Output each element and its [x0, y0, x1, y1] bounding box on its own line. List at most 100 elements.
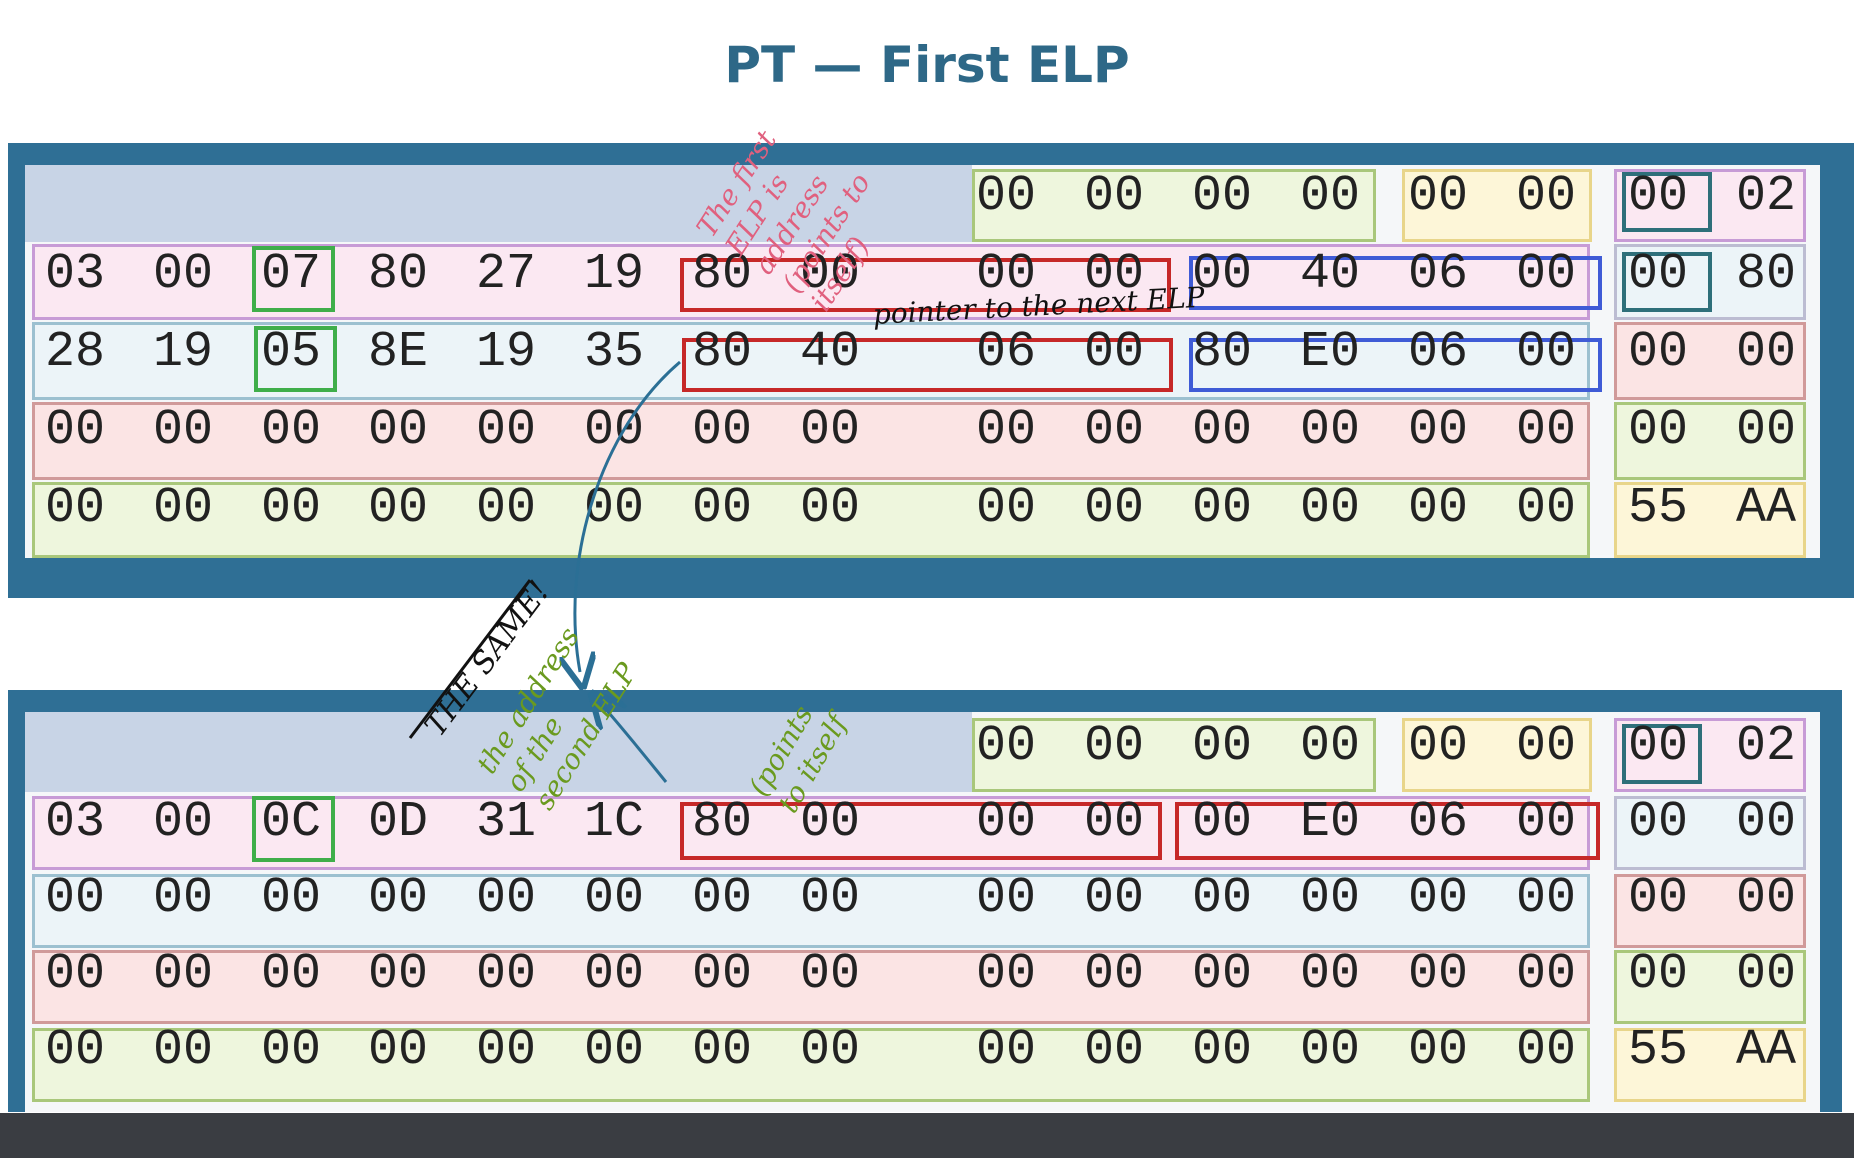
hex-byte: 00: [152, 794, 213, 851]
hex-byte: 19: [583, 246, 644, 303]
unused-area: [25, 165, 972, 242]
hex-byte: 00: [1299, 168, 1360, 225]
hex-byte: 02: [1735, 168, 1796, 225]
hex-byte: 00: [583, 1022, 644, 1079]
hex-byte: 00: [691, 402, 752, 459]
hex-byte: 00: [44, 402, 105, 459]
hex-byte: 00: [1627, 402, 1688, 459]
hex-byte: 00: [1627, 870, 1688, 927]
hex-byte: 00: [1299, 946, 1360, 1003]
hex-byte: 02: [1735, 718, 1796, 775]
hex-byte: 00: [1407, 718, 1468, 775]
hex-byte: 00: [1627, 718, 1688, 775]
row-band: [1614, 322, 1806, 400]
row-band: [32, 322, 1590, 400]
hex-byte: 0D: [367, 794, 428, 851]
hex-byte: 00: [1299, 870, 1360, 927]
hex-byte: 00: [1299, 402, 1360, 459]
hex-byte: 00: [1083, 794, 1144, 851]
row-band: [32, 874, 1590, 948]
highlight-box: [682, 338, 1173, 392]
hex-byte: 00: [367, 946, 428, 1003]
hex-byte: 00: [367, 402, 428, 459]
hex-byte: 00: [691, 946, 752, 1003]
hex-byte: 00: [1627, 946, 1688, 1003]
hex-byte: 00: [475, 402, 536, 459]
hex-byte: 03: [44, 794, 105, 851]
hex-byte: 00: [152, 480, 213, 537]
hex-byte: 00: [975, 718, 1036, 775]
header-band: [1402, 169, 1592, 242]
hex-byte: 19: [152, 324, 213, 381]
hex-byte: 00: [799, 246, 860, 303]
row-band: [32, 402, 1590, 480]
hex-byte: 00: [1083, 168, 1144, 225]
hex-byte: E0: [1299, 324, 1360, 381]
hex-byte: 00: [44, 1022, 105, 1079]
highlight-box: [680, 258, 1171, 312]
hex-byte: 35: [583, 324, 644, 381]
hex-byte: 00: [799, 794, 860, 851]
hex-byte: 80: [367, 246, 428, 303]
hex-byte: 00: [475, 946, 536, 1003]
hex-byte: 00: [975, 480, 1036, 537]
highlight-box: [1189, 338, 1602, 392]
highlight-box: [1622, 724, 1702, 784]
hex-byte: 00: [1191, 480, 1252, 537]
hex-byte: 00: [1083, 1022, 1144, 1079]
hex-byte: 00: [260, 870, 321, 927]
hex-byte: 06: [1407, 324, 1468, 381]
hex-byte: 19: [475, 324, 536, 381]
highlight-box: [254, 326, 337, 392]
row-band: [1614, 950, 1806, 1024]
hex-byte: 00: [152, 946, 213, 1003]
hex-byte: AA: [1735, 1022, 1796, 1079]
hex-byte: 00: [1191, 946, 1252, 1003]
hex-byte: 00: [799, 870, 860, 927]
hex-byte: 00: [1735, 324, 1796, 381]
hex-byte: 00: [475, 870, 536, 927]
hex-byte: 00: [1299, 718, 1360, 775]
highlight-box: [1622, 252, 1712, 312]
hex-byte: 00: [1191, 1022, 1252, 1079]
hex-byte: 00: [975, 168, 1036, 225]
hex-byte: 00: [152, 246, 213, 303]
hex-byte: 00: [1627, 794, 1688, 851]
hex-byte: 00: [1515, 946, 1576, 1003]
row-band: [1614, 402, 1806, 480]
hex-byte: AA: [1735, 480, 1796, 537]
row-band: [1614, 1028, 1806, 1102]
hex-byte: 00: [1515, 480, 1576, 537]
hex-byte: 00: [1083, 324, 1144, 381]
highlight-box: [252, 246, 335, 312]
hex-byte: 03: [44, 246, 105, 303]
row-band: [32, 482, 1590, 558]
title-first-elp: PT — First ELP: [724, 36, 1130, 94]
hex-byte: 00: [44, 946, 105, 1003]
hex-byte: 00: [1627, 246, 1688, 303]
hex-byte: 00: [1191, 168, 1252, 225]
hex-byte: 00: [44, 870, 105, 927]
hex-byte: 00: [1627, 324, 1688, 381]
hex-byte: 00: [260, 402, 321, 459]
hex-byte: 00: [799, 480, 860, 537]
hex-byte: 55: [1627, 480, 1688, 537]
hex-byte: 00: [975, 402, 1036, 459]
hex-byte: 06: [975, 324, 1036, 381]
hex-byte: 00: [1083, 402, 1144, 459]
hex-byte: 00: [1191, 718, 1252, 775]
header-band: [1402, 718, 1592, 792]
hex-byte: 00: [260, 946, 321, 1003]
hex-byte: 00: [799, 946, 860, 1003]
hex-byte: 00: [152, 870, 213, 927]
hex-byte: 55: [1627, 1022, 1688, 1079]
hex-byte: 40: [1299, 246, 1360, 303]
hex-byte: 00: [367, 870, 428, 927]
hex-byte: 80: [1191, 324, 1252, 381]
hex-byte: 00: [1407, 1022, 1468, 1079]
header-band: [1614, 718, 1806, 792]
hex-byte: 00: [975, 794, 1036, 851]
footer-bar: [0, 1113, 1854, 1158]
hex-byte: 00: [1191, 402, 1252, 459]
hex-byte: 0C: [260, 794, 321, 851]
